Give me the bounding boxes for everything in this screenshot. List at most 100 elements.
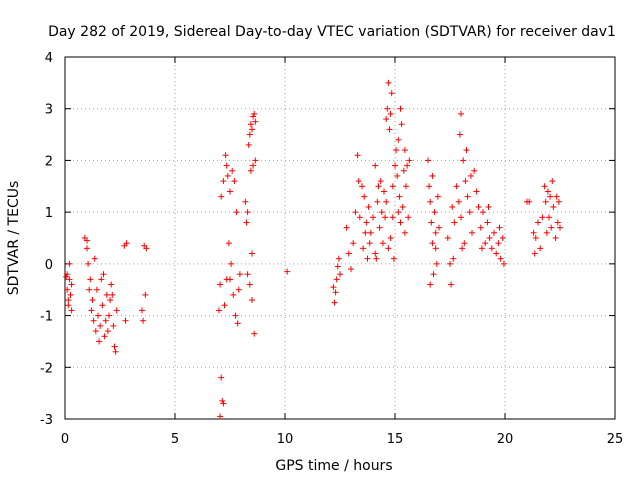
data-point: [436, 224, 442, 231]
data-point: [450, 255, 457, 262]
data-point: [383, 198, 390, 205]
data-point: [532, 235, 539, 241]
data-point: [553, 193, 560, 200]
data-point: [471, 167, 478, 174]
data-point: [68, 281, 75, 288]
data-point: [389, 214, 396, 221]
data-point: [384, 105, 391, 112]
data-point: [354, 152, 361, 159]
data-point: [91, 255, 98, 262]
x-tick-label: 5: [171, 432, 179, 447]
data-point: [549, 178, 556, 185]
data-point: [388, 90, 395, 97]
data-point: [397, 105, 404, 112]
x-tick-label: 15: [387, 432, 404, 447]
x-tick-label: 0: [61, 432, 69, 447]
data-point: [493, 250, 500, 257]
grid-lines: [65, 57, 615, 419]
data-point: [427, 198, 434, 205]
data-point: [366, 240, 373, 247]
data-point: [227, 188, 233, 195]
data-point: [246, 131, 253, 138]
data-point: [399, 203, 406, 210]
data-point: [247, 121, 254, 128]
data-point: [123, 240, 130, 247]
y-tick-label: 4: [45, 51, 53, 66]
data-point: [385, 79, 392, 86]
data-point: [431, 209, 438, 216]
data-point: [106, 312, 112, 319]
data-point: [397, 219, 404, 226]
x-tick-label: 20: [497, 432, 514, 447]
data-point: [355, 178, 362, 185]
data-point: [232, 312, 239, 319]
data-point: [535, 219, 541, 226]
data-point: [458, 214, 464, 221]
data-point: [111, 343, 118, 350]
data-point: [447, 260, 453, 267]
data-point: [426, 183, 433, 190]
data-point: [433, 260, 440, 267]
data-point: [550, 203, 557, 210]
data-point: [544, 188, 551, 195]
data-point: [250, 162, 257, 169]
data-point: [464, 193, 471, 200]
data-point: [475, 203, 482, 210]
data-point: [331, 299, 338, 306]
data-point: [252, 118, 259, 125]
data-points: [63, 79, 563, 420]
data-point: [107, 297, 114, 304]
data-point: [85, 260, 92, 267]
data-point: [385, 245, 392, 252]
data-point: [425, 157, 431, 164]
data-point: [361, 193, 368, 200]
data-point: [495, 240, 502, 247]
data-point: [389, 183, 396, 190]
data-point: [332, 289, 339, 296]
data-point: [103, 291, 110, 298]
y-axis-label: SDTVAR / TECUs: [6, 181, 22, 296]
x-tick-label: 10: [277, 432, 294, 447]
data-point: [541, 183, 548, 190]
data-point: [460, 157, 467, 164]
x-axis-label: GPS time / hours: [275, 458, 392, 474]
data-point: [372, 162, 379, 169]
data-point: [251, 330, 258, 337]
data-point: [350, 240, 357, 247]
data-point: [84, 245, 90, 252]
data-point: [552, 235, 559, 241]
data-point: [378, 209, 385, 216]
data-point: [478, 245, 485, 252]
data-point: [359, 183, 365, 190]
data-point: [104, 328, 111, 335]
x-tick-label: 25: [607, 432, 624, 447]
data-point: [225, 240, 232, 247]
data-point: [90, 317, 97, 324]
data-point: [360, 245, 367, 252]
data-point: [140, 317, 147, 324]
data-point: [343, 224, 350, 231]
data-point: [356, 214, 363, 221]
data-point: [379, 240, 386, 247]
data-point: [374, 198, 381, 205]
data-point: [89, 297, 96, 304]
data-point: [108, 281, 115, 288]
data-point: [382, 214, 389, 221]
data-point: [395, 136, 402, 143]
data-point: [235, 286, 242, 293]
data-point: [473, 188, 480, 195]
data-point: [335, 255, 342, 262]
data-point: [66, 260, 73, 267]
data-point: [432, 229, 439, 236]
data-point: [429, 172, 436, 179]
data-point: [228, 260, 235, 267]
data-point: [547, 193, 554, 200]
data-point: [84, 237, 90, 244]
data-point: [390, 255, 397, 262]
data-point: [375, 183, 382, 190]
data-point: [539, 214, 546, 221]
data-point: [373, 255, 380, 262]
data-point: [112, 348, 119, 355]
data-point: [497, 255, 504, 262]
data-point: [122, 317, 129, 324]
